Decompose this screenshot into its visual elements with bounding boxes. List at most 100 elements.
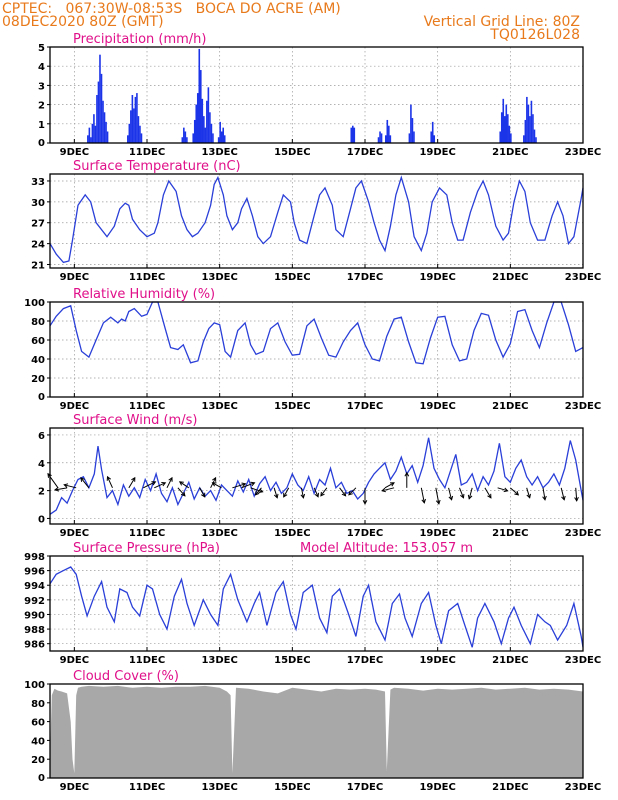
precipitation-bar xyxy=(198,48,201,143)
surface-pressure-xtick: 11DEC xyxy=(129,655,165,666)
relative-humidity-ytick: 40 xyxy=(31,355,45,366)
precipitation-bar xyxy=(105,121,107,143)
precipitation-bar xyxy=(389,135,392,143)
wind-vector-head xyxy=(254,490,260,496)
wind-vector-head xyxy=(526,493,531,499)
wind-vector-head xyxy=(487,493,492,499)
precipitation-bar xyxy=(94,125,97,143)
wind-vector xyxy=(179,481,190,489)
panel-cloud-cover: Cloud Cover (%) 0 20 40 60 80 100 9DEC 11DEC 13DE… xyxy=(24,669,601,793)
cloud-cover-ytick: 100 xyxy=(24,680,45,691)
precipitation-bar xyxy=(353,127,356,143)
precipitation-bar xyxy=(192,133,195,143)
panel-surface-temperature: Surface Temperature (nC) 21 24 27 30 33 9DEC 11… xyxy=(31,159,601,283)
surface-temperature-ytick: 27 xyxy=(31,219,45,230)
wind-vector-head xyxy=(389,482,395,487)
surface-temperature-frame xyxy=(49,173,584,269)
precipitation-xtick: 11DEC xyxy=(129,147,165,158)
precipitation-bar xyxy=(102,100,104,143)
surface-wind-xtick: 9DEC xyxy=(60,528,89,539)
precipitation-bar xyxy=(193,119,196,143)
surface-pressure-xtick: 17DEC xyxy=(347,655,383,666)
panel-surface-wind: Surface Wind (m/s) 0 2 4 6 9DEC 11DEC 13DEC 15DE… xyxy=(38,413,601,539)
surface-wind-ytick: 4 xyxy=(38,459,45,470)
surface-pressure-xtick: 9DEC xyxy=(60,655,89,666)
precipitation-bar xyxy=(217,137,220,143)
precipitation-bar xyxy=(206,100,208,143)
relative-humidity-line xyxy=(49,301,584,365)
precipitation-xtick: 19DEC xyxy=(419,147,455,158)
wind-vector xyxy=(384,482,395,489)
precipitation-bar xyxy=(220,131,223,143)
wind-vector xyxy=(177,487,186,497)
wind-vector xyxy=(381,487,395,492)
precipitation-bar xyxy=(502,98,505,143)
precipitation-bar xyxy=(527,104,530,143)
surface-wind-frame xyxy=(49,427,584,525)
relative-humidity-xtick: 23DEC xyxy=(565,401,601,412)
precipitation-bar xyxy=(433,135,436,143)
surface-wind-ytick: 2 xyxy=(38,487,45,498)
relative-humidity-xtick: 11DEC xyxy=(129,401,165,412)
surface-pressure-xtick: 13DEC xyxy=(201,655,237,666)
relative-humidity-xtick: 17DEC xyxy=(347,401,383,412)
precipitation-xtick: 9DEC xyxy=(60,147,89,158)
wind-vector-head xyxy=(514,490,520,496)
panel-surface-pressure: Surface Pressure (hPa) Model Altitude: 15… xyxy=(24,541,601,666)
wind-vector-head xyxy=(212,476,217,482)
wind-vector xyxy=(64,484,77,489)
cloud-cover-title: Cloud Cover (%) xyxy=(73,669,179,684)
wind-vector xyxy=(448,487,453,500)
precipitation-bar xyxy=(186,137,188,143)
wind-vector-head xyxy=(273,493,279,499)
precipitation-bar xyxy=(97,81,100,143)
wind-vector-head xyxy=(258,488,264,493)
wind-vector-head xyxy=(435,499,441,505)
cloud-cover-xtick: 21DEC xyxy=(492,782,528,793)
precipitation-bar xyxy=(184,131,187,143)
precipitation-bar xyxy=(100,73,103,143)
wind-vector-head xyxy=(211,482,217,487)
relative-humidity-xtick: 15DEC xyxy=(274,401,310,412)
precipitation-bar xyxy=(99,54,101,143)
wind-vector xyxy=(212,482,222,489)
wind-vector-head xyxy=(106,475,111,481)
surface-wind-title: Surface Wind (m/s) xyxy=(73,413,197,428)
cloud-cover-area xyxy=(50,685,583,778)
precipitation-bar xyxy=(203,116,205,143)
precipitation-bar xyxy=(505,104,508,143)
precipitation-ytick: 1 xyxy=(38,120,45,131)
wind-vector-head xyxy=(241,482,247,488)
surface-temperature-xtick: 15DEC xyxy=(274,272,310,283)
relative-humidity-ytick: 20 xyxy=(31,374,45,385)
wind-vector xyxy=(497,487,508,492)
wind-vector-head xyxy=(404,471,410,477)
wind-vector xyxy=(542,487,546,500)
precipitation-title: Precipitation (mm/h) xyxy=(73,32,206,47)
precipitation-bar xyxy=(87,135,89,143)
wind-vector xyxy=(250,487,263,493)
wind-vector xyxy=(560,487,565,500)
wind-vector-head xyxy=(180,491,186,497)
precipitation-bar xyxy=(408,133,411,143)
precipitation-bar xyxy=(499,131,502,143)
surface-temperature-xtick: 19DEC xyxy=(419,272,455,283)
surface-wind-xtick: 17DEC xyxy=(347,528,383,539)
header-model: TQ0126L028 xyxy=(489,27,580,43)
surface-pressure-annotation: Model Altitude: 153.057 m xyxy=(300,541,473,556)
surface-pressure-ytick: 988 xyxy=(24,625,45,636)
cloud-cover-frame xyxy=(49,683,584,779)
precipitation-bar xyxy=(222,127,225,143)
wind-vector xyxy=(420,487,425,503)
precipitation-bar xyxy=(181,137,184,143)
precipitation-xtick: 21DEC xyxy=(492,147,528,158)
surface-pressure-xtick: 21DEC xyxy=(492,655,528,666)
surface-temperature-title: Surface Temperature (nC) xyxy=(73,159,241,174)
precipitation-bar xyxy=(128,123,131,143)
wind-vector xyxy=(484,487,492,499)
wind-vector-head xyxy=(178,481,184,486)
precipitation-ytick: 2 xyxy=(38,101,45,112)
wind-vector-head xyxy=(503,487,509,493)
relative-humidity-xtick: 21DEC xyxy=(492,401,528,412)
cloud-cover-ytick: 80 xyxy=(31,699,45,710)
